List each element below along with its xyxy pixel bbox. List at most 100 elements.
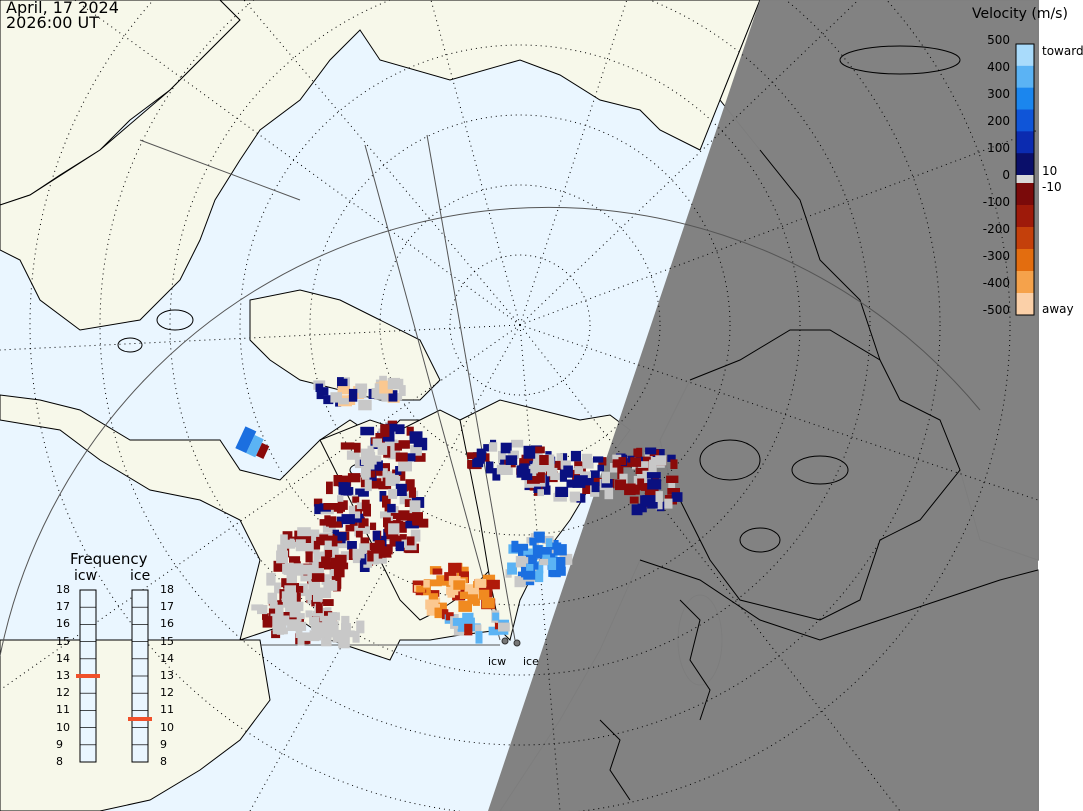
- velocity-cell-289: [277, 615, 290, 626]
- velocity-cell-87: [409, 500, 421, 513]
- velocity-cell-513: [655, 491, 663, 502]
- velocity-cell-360: [337, 377, 344, 388]
- velocity-cell-582: [535, 571, 544, 583]
- velocity-cell-704: [311, 617, 320, 627]
- velocity-cell-600: [529, 537, 537, 546]
- velocity-cell-202: [291, 563, 304, 576]
- velocity-cell-131: [347, 473, 361, 483]
- velocity-cell-205: [308, 581, 321, 594]
- velocity-cell-436: [591, 481, 600, 493]
- velocity-cell-290: [406, 426, 414, 436]
- velocity-cell-332: [395, 452, 408, 462]
- frequency-tick-icw-18: 18: [56, 583, 70, 596]
- velocity-cell-432: [533, 481, 542, 493]
- velocity-cell-458: [667, 488, 680, 495]
- velocity-cell-67: [370, 522, 377, 530]
- night-coast-baltic: [679, 599, 711, 721]
- velocity-cell-606: [555, 557, 566, 570]
- velocity-cell-533: [488, 442, 498, 452]
- velocity-cell-123: [412, 519, 422, 526]
- frequency-header-icw: icw: [74, 568, 98, 584]
- time-label: 2026:00 UT: [6, 13, 100, 32]
- velocity-cell-122: [326, 481, 333, 495]
- velocity-cell-604: [529, 562, 539, 570]
- velocity-cell-194: [280, 534, 288, 545]
- velocity-cell-345: [323, 395, 334, 405]
- velocity-cell-463: [666, 475, 679, 483]
- velocity-cell-66: [348, 505, 361, 519]
- velocity-cell-270: [275, 604, 284, 617]
- velocity-cell-82: [399, 539, 410, 548]
- velocity-cell-357: [379, 375, 387, 383]
- velocity-cell-680: [464, 623, 473, 636]
- velocity-cell-120: [383, 517, 391, 528]
- velocity-cell-362: [337, 386, 350, 395]
- velocity-cell-664: [474, 579, 487, 588]
- velocity-cell-371: [348, 388, 358, 402]
- velocity-cell-402: [555, 486, 569, 497]
- velocity-cell-448: [610, 463, 618, 473]
- velocity-cell-195: [317, 590, 332, 598]
- velocity-cell-708: [338, 636, 350, 649]
- velocity-cell-13: [355, 488, 369, 497]
- velocity-cell-470: [667, 454, 676, 462]
- velocity-cell-68: [328, 521, 342, 528]
- velocity-cell-594: [518, 557, 529, 564]
- velocity-cell-278: [313, 592, 323, 602]
- velocity-cell-180: [266, 572, 276, 586]
- velocity-cell-660: [468, 587, 479, 595]
- velocity-cell-80: [382, 495, 391, 508]
- frequency-tick-ice-16: 16: [160, 617, 174, 631]
- velocity-cell-530: [500, 459, 507, 468]
- velocity-cell-364: [374, 388, 385, 400]
- velocity-cell-651: [423, 580, 430, 588]
- velocity-cell-437: [536, 472, 545, 483]
- velocity-cell-112: [405, 520, 419, 529]
- velocity-cell-134: [388, 488, 398, 499]
- frequency-tick-ice-13: 13: [160, 669, 174, 682]
- velocity-cell-west-2: [256, 442, 270, 459]
- velocity-cell-597: [536, 562, 544, 574]
- velocity-cell-500: [638, 461, 649, 468]
- night-lake-ladoga: [739, 527, 781, 553]
- velocity-cell-210: [277, 544, 287, 555]
- velocity-cell-9: [345, 524, 357, 532]
- velocity-cell-315: [410, 445, 422, 456]
- velocity-cell-113: [412, 512, 423, 525]
- velocity-cell-160: [301, 530, 312, 543]
- velocity-cells: [235, 375, 683, 649]
- velocity-swatch-away-4: [1016, 271, 1034, 294]
- frequency-marker-ice: [128, 717, 152, 721]
- velocity-cell-269: [270, 613, 278, 627]
- velocity-cell-85: [372, 530, 381, 542]
- frequency-tick-icw-16: 16: [56, 617, 70, 631]
- velocity-cell-94: [409, 487, 416, 498]
- velocity-cell-545: [492, 468, 501, 481]
- velocity-cell-339: [360, 448, 375, 460]
- velocity-cell-495: [615, 479, 627, 491]
- velocity-cell-537: [485, 461, 494, 474]
- meridian-7: [519, 324, 1039, 501]
- velocity-legend-title: Velocity (m/s): [972, 6, 1068, 22]
- velocity-cell-102: [355, 530, 363, 538]
- velocity-cell-206: [333, 566, 345, 578]
- velocity-cell-west-0: [235, 426, 257, 454]
- velocity-cell-397: [590, 470, 600, 483]
- latitude-circle-70: [239, 44, 801, 606]
- velocity-cell-420: [543, 458, 555, 472]
- velocity-cell-west-1: [246, 435, 264, 458]
- velocity-cell-581: [518, 550, 529, 557]
- velocity-cell-659: [448, 562, 462, 573]
- frequency-tick-icw-13: 13: [56, 669, 70, 682]
- radar-site-label-ice: ice: [523, 655, 539, 668]
- velocity-cell-351: [374, 383, 384, 392]
- velocity-cell-342: [398, 385, 406, 396]
- velocity-cell-676: [475, 624, 482, 635]
- velocity-cell-471: [629, 496, 639, 504]
- velocity-colorbar-frame: [1015, 43, 1035, 316]
- velocity-cell-396: [553, 460, 567, 470]
- velocity-cell-675: [445, 612, 454, 621]
- velocity-cell-139: [361, 499, 370, 510]
- velocity-swatch-away-0: [1016, 183, 1034, 206]
- velocity-cell-508: [645, 447, 657, 455]
